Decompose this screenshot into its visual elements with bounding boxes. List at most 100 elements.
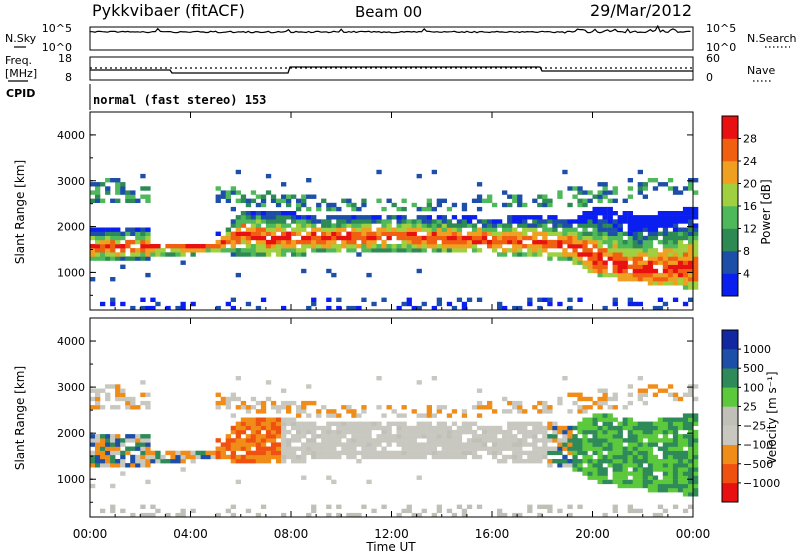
power-cell	[632, 235, 638, 241]
power-cell	[461, 235, 468, 241]
velocity-cell	[693, 421, 699, 426]
velocity-cell	[140, 392, 146, 397]
velocity-cell	[587, 396, 593, 402]
velocity-cell	[130, 459, 136, 464]
x-tick-label: 04:00	[173, 527, 208, 541]
velocity-cell	[140, 434, 146, 439]
velocity-cell	[672, 459, 679, 464]
power-cell	[507, 223, 513, 228]
velocity-cell	[205, 450, 211, 456]
power-cell	[642, 182, 648, 187]
power-cell	[110, 231, 116, 236]
velocity-cell	[381, 504, 387, 509]
velocity-cell	[281, 512, 287, 518]
velocity-cell	[250, 417, 257, 422]
power-cell	[100, 198, 106, 203]
velocity-cell	[502, 512, 508, 518]
velocity-cell	[587, 438, 593, 443]
velocity-cell	[672, 425, 679, 431]
velocity-cell	[577, 450, 583, 456]
velocity-cell	[657, 463, 664, 468]
velocity-cell	[281, 388, 287, 393]
velocity-cell	[441, 438, 447, 443]
velocity-cell	[411, 434, 417, 439]
velocity-cell	[95, 405, 101, 410]
velocity-cell	[577, 425, 583, 431]
velocity-cell	[220, 446, 226, 451]
power-cell	[652, 252, 659, 257]
power-cell	[693, 260, 699, 265]
power-cell	[527, 297, 533, 302]
power-cell	[602, 186, 608, 191]
power-cell	[120, 235, 126, 241]
velocity-cell	[346, 442, 352, 447]
power-cell	[301, 219, 307, 224]
power-cell	[637, 235, 643, 241]
velocity-cell	[562, 446, 568, 451]
velocity-cell	[306, 400, 312, 406]
velocity-cell	[140, 504, 146, 509]
power-cell	[592, 227, 598, 232]
power-cell	[582, 244, 588, 249]
power-cell	[230, 235, 236, 241]
power-cell	[652, 178, 659, 183]
power-cell	[587, 252, 593, 257]
velocity-cell	[371, 454, 377, 460]
power-cell	[250, 223, 257, 228]
velocity-cell	[471, 434, 478, 439]
power-cell	[537, 202, 543, 208]
power-cell	[637, 260, 643, 265]
power-cell	[693, 235, 699, 241]
velocity-cell	[361, 425, 367, 431]
power-cell	[688, 248, 694, 253]
power-cell	[135, 252, 141, 257]
power-cell	[411, 305, 417, 311]
power-cell	[356, 244, 362, 249]
power-cell	[115, 198, 121, 203]
velocity-cell	[672, 467, 679, 472]
power-cell	[587, 268, 593, 274]
power-cell	[517, 219, 523, 224]
velocity-cell	[652, 429, 659, 435]
velocity-cell	[301, 446, 307, 451]
velocity-cell	[572, 425, 578, 431]
power-cell	[155, 301, 161, 307]
power-cell	[612, 227, 618, 232]
velocity-cell	[602, 417, 608, 422]
power-cell	[476, 206, 483, 212]
velocity-cell	[180, 454, 186, 460]
velocity-cell	[255, 442, 262, 447]
power-cell	[145, 227, 151, 232]
power-cell	[346, 248, 352, 253]
velocity-cell	[361, 405, 367, 410]
velocity-cell	[95, 396, 101, 402]
power-cell	[265, 211, 272, 216]
velocity-cell	[662, 429, 669, 435]
power-cell	[677, 260, 684, 265]
power-cell	[115, 244, 121, 249]
velocity-cell	[346, 421, 352, 426]
power-cell	[270, 211, 277, 216]
velocity-cell	[406, 425, 412, 431]
power-cell	[617, 260, 623, 265]
velocity-cell	[346, 425, 352, 431]
power-cell	[336, 223, 342, 228]
velocity-cell	[130, 405, 136, 410]
x-axis-label: Time UT	[365, 540, 416, 554]
velocity-cell	[612, 454, 618, 460]
power-cell	[617, 219, 623, 224]
velocity-cell	[627, 434, 633, 439]
velocity-cell	[577, 421, 583, 426]
velocity-cell	[497, 450, 503, 456]
velocity-cell	[652, 425, 659, 431]
power-cell	[436, 219, 442, 224]
velocity-cell	[542, 454, 548, 460]
power-cell	[436, 223, 442, 228]
power-cell	[587, 231, 593, 236]
power-cell	[587, 190, 593, 195]
power-cell	[95, 227, 101, 232]
velocity-cell	[682, 483, 689, 489]
velocity-cell	[235, 396, 241, 402]
velocity-cell	[502, 409, 508, 414]
power-cell	[215, 194, 221, 199]
